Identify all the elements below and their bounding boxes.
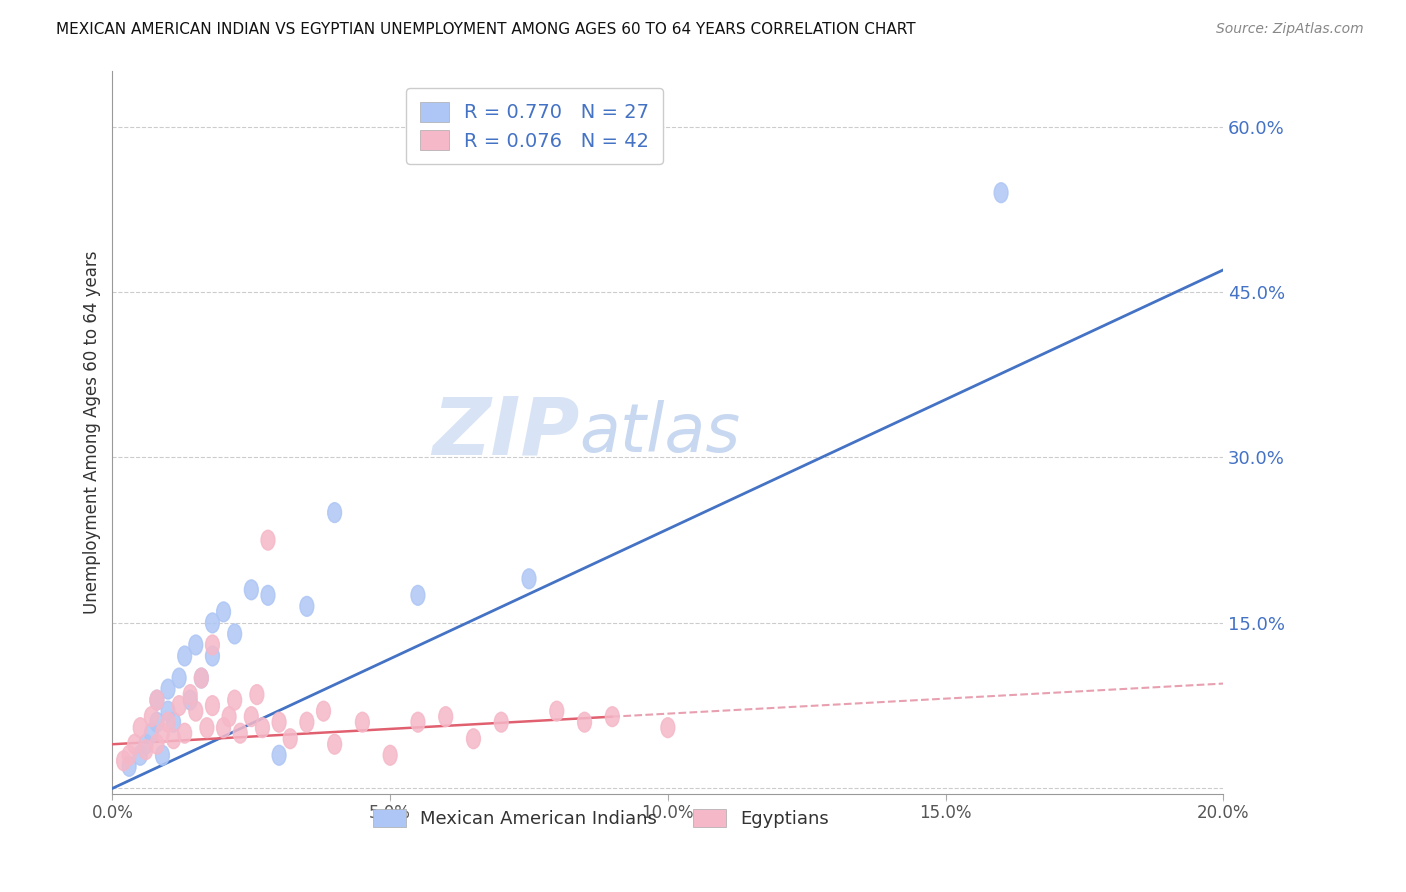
Ellipse shape — [328, 734, 342, 754]
Ellipse shape — [139, 734, 153, 754]
Ellipse shape — [177, 723, 191, 743]
Ellipse shape — [162, 679, 174, 699]
Legend: Mexican American Indians, Egyptians: Mexican American Indians, Egyptians — [366, 802, 837, 836]
Ellipse shape — [122, 756, 136, 776]
Ellipse shape — [299, 597, 314, 616]
Ellipse shape — [262, 530, 276, 550]
Ellipse shape — [183, 690, 197, 710]
Ellipse shape — [200, 718, 214, 738]
Ellipse shape — [411, 585, 425, 606]
Ellipse shape — [283, 729, 297, 748]
Ellipse shape — [156, 746, 169, 765]
Ellipse shape — [134, 746, 148, 765]
Ellipse shape — [439, 706, 453, 727]
Ellipse shape — [245, 706, 259, 727]
Ellipse shape — [256, 718, 270, 738]
Ellipse shape — [205, 635, 219, 655]
Ellipse shape — [994, 183, 1008, 202]
Ellipse shape — [205, 613, 219, 632]
Ellipse shape — [661, 718, 675, 738]
Text: atlas: atlas — [579, 400, 740, 466]
Ellipse shape — [145, 706, 159, 727]
Ellipse shape — [194, 668, 208, 688]
Ellipse shape — [150, 734, 165, 754]
Ellipse shape — [245, 580, 259, 599]
Ellipse shape — [205, 646, 219, 666]
Ellipse shape — [578, 712, 592, 732]
Ellipse shape — [162, 712, 174, 732]
Ellipse shape — [117, 751, 131, 771]
Text: Source: ZipAtlas.com: Source: ZipAtlas.com — [1216, 22, 1364, 37]
Ellipse shape — [222, 706, 236, 727]
Ellipse shape — [228, 690, 242, 710]
Ellipse shape — [162, 701, 174, 721]
Ellipse shape — [217, 602, 231, 622]
Ellipse shape — [273, 712, 285, 732]
Ellipse shape — [550, 701, 564, 721]
Ellipse shape — [167, 712, 180, 732]
Ellipse shape — [194, 668, 208, 688]
Ellipse shape — [217, 718, 231, 738]
Ellipse shape — [122, 746, 136, 765]
Ellipse shape — [183, 685, 197, 705]
Ellipse shape — [228, 624, 242, 644]
Ellipse shape — [205, 696, 219, 715]
Ellipse shape — [145, 723, 159, 743]
Ellipse shape — [495, 712, 508, 732]
Ellipse shape — [273, 746, 285, 765]
Text: ZIP: ZIP — [432, 393, 579, 472]
Ellipse shape — [316, 701, 330, 721]
Ellipse shape — [328, 503, 342, 523]
Ellipse shape — [150, 690, 165, 710]
Ellipse shape — [139, 739, 153, 760]
Ellipse shape — [262, 585, 276, 606]
Ellipse shape — [156, 723, 169, 743]
Ellipse shape — [128, 734, 142, 754]
Ellipse shape — [188, 635, 202, 655]
Ellipse shape — [299, 712, 314, 732]
Ellipse shape — [150, 712, 165, 732]
Ellipse shape — [167, 729, 180, 748]
Text: MEXICAN AMERICAN INDIAN VS EGYPTIAN UNEMPLOYMENT AMONG AGES 60 TO 64 YEARS CORRE: MEXICAN AMERICAN INDIAN VS EGYPTIAN UNEM… — [56, 22, 915, 37]
Ellipse shape — [467, 729, 481, 748]
Ellipse shape — [233, 723, 247, 743]
Ellipse shape — [411, 712, 425, 732]
Ellipse shape — [150, 690, 165, 710]
Ellipse shape — [250, 685, 264, 705]
Ellipse shape — [172, 668, 186, 688]
Ellipse shape — [134, 718, 148, 738]
Ellipse shape — [177, 646, 191, 666]
Ellipse shape — [522, 569, 536, 589]
Ellipse shape — [606, 706, 619, 727]
Ellipse shape — [356, 712, 370, 732]
Ellipse shape — [188, 701, 202, 721]
Ellipse shape — [172, 696, 186, 715]
Ellipse shape — [384, 746, 396, 765]
Y-axis label: Unemployment Among Ages 60 to 64 years: Unemployment Among Ages 60 to 64 years — [83, 251, 101, 615]
